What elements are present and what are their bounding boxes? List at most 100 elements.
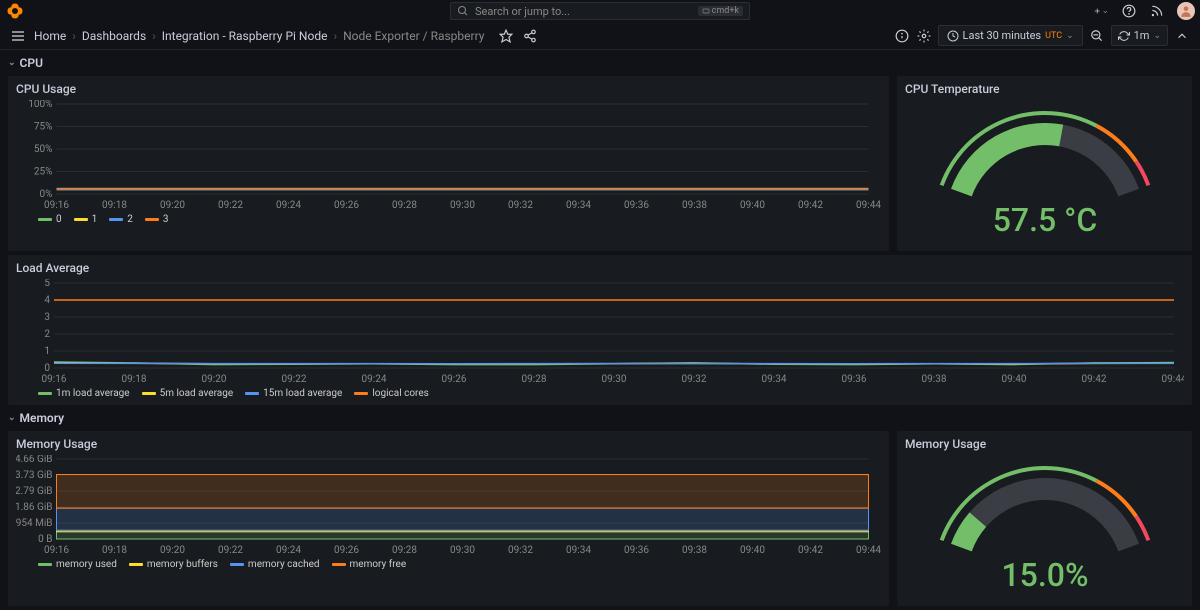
breadcrumb: Home›Dashboards›Integration - Raspberry … — [34, 29, 484, 43]
svg-text:0: 0 — [44, 363, 50, 374]
cpu-temp-gauge[interactable]: 57.5 °C — [915, 103, 1175, 243]
section-title: Memory — [20, 411, 65, 425]
refresh-picker[interactable]: 1m ⌄ — [1111, 25, 1168, 46]
settings-icon[interactable] — [916, 28, 932, 44]
svg-text:09:30: 09:30 — [450, 545, 475, 555]
panel-title: Memory Usage — [905, 437, 1184, 451]
svg-text:09:26: 09:26 — [334, 545, 359, 555]
load-average-legend: 1m load average 5m load average 15m load a… — [16, 384, 1184, 399]
svg-text:50%: 50% — [34, 144, 53, 155]
svg-text:25%: 25% — [34, 167, 53, 178]
svg-text:09:34: 09:34 — [566, 545, 591, 555]
svg-text:09:24: 09:24 — [276, 200, 301, 210]
breadcrumb-item[interactable]: Home — [34, 29, 66, 43]
svg-text:09:18: 09:18 — [102, 200, 127, 210]
legend-item[interactable]: 1 — [74, 214, 98, 225]
time-range-picker[interactable]: Last 30 minutes UTC ⌄ — [938, 25, 1083, 46]
legend-item[interactable]: memory buffers — [129, 559, 218, 570]
breadcrumb-item[interactable]: Dashboards — [82, 29, 146, 43]
svg-text:09:38: 09:38 — [922, 374, 947, 384]
svg-text:09:36: 09:36 — [842, 374, 867, 384]
legend-item[interactable]: memory free — [332, 559, 407, 570]
svg-text:3: 3 — [44, 312, 50, 323]
panel-title: CPU Temperature — [905, 82, 1184, 96]
svg-text:09:32: 09:32 — [682, 374, 707, 384]
svg-text:09:40: 09:40 — [1002, 374, 1027, 384]
svg-text:1.86 GiB: 1.86 GiB — [16, 502, 53, 513]
svg-text:57.5 °C: 57.5 °C — [992, 201, 1097, 239]
load-average-chart[interactable]: 01234509:1609:1809:2009:2209:2409:2609:2… — [16, 279, 1184, 384]
svg-text:1: 1 — [44, 346, 50, 357]
svg-text:09:44: 09:44 — [856, 200, 881, 210]
svg-text:09:42: 09:42 — [798, 545, 823, 555]
legend-item[interactable]: 1m load average — [38, 388, 130, 399]
grafana-logo-icon[interactable] — [5, 1, 25, 21]
menu-icon[interactable] — [10, 28, 26, 44]
legend-item[interactable]: memory cached — [230, 559, 320, 570]
search-kbd: cmd+k — [698, 6, 743, 16]
svg-text:15.0%: 15.0% — [1001, 556, 1088, 594]
svg-text:09:28: 09:28 — [392, 545, 417, 555]
memory-usage-gauge[interactable]: 15.0% — [915, 458, 1175, 598]
panel-title: CPU Usage — [16, 82, 881, 96]
timezone-label: UTC — [1045, 31, 1062, 41]
breadcrumb-item[interactable]: Integration - Raspberry Pi Node — [162, 29, 328, 43]
legend-item[interactable]: 5m load average — [142, 388, 234, 399]
memory-usage-legend: memory used memory buffers memory cached me… — [16, 555, 881, 570]
section-title: CPU — [20, 56, 43, 70]
svg-text:09:24: 09:24 — [276, 545, 301, 555]
svg-text:09:22: 09:22 — [218, 200, 243, 210]
collapse-icon[interactable] — [1174, 28, 1190, 44]
svg-text:09:34: 09:34 — [566, 200, 591, 210]
memory-usage-chart[interactable]: 0 B954 MiB1.86 GiB2.79 GiB3.73 GiB4.66 G… — [16, 455, 881, 555]
panel-title: Memory Usage — [16, 437, 881, 451]
svg-text:2.79 GiB: 2.79 GiB — [16, 486, 53, 497]
svg-text:09:36: 09:36 — [624, 545, 649, 555]
legend-item[interactable]: 15m load average — [245, 388, 342, 399]
svg-text:09:30: 09:30 — [450, 200, 475, 210]
search-input[interactable]: Search or jump to... cmd+k — [450, 2, 750, 20]
star-icon[interactable] — [498, 28, 514, 44]
svg-text:09:42: 09:42 — [1082, 374, 1107, 384]
svg-text:3.73 GiB: 3.73 GiB — [16, 470, 53, 481]
svg-text:09:20: 09:20 — [202, 374, 227, 384]
legend-item[interactable]: memory used — [38, 559, 117, 570]
svg-text:4.66 GiB: 4.66 GiB — [16, 455, 53, 465]
svg-text:09:40: 09:40 — [740, 200, 765, 210]
svg-text:09:44: 09:44 — [1162, 374, 1184, 384]
cpu-usage-chart[interactable]: 0%25%50%75%100%09:1609:1809:2009:2209:24… — [16, 100, 881, 210]
svg-text:09:28: 09:28 — [392, 200, 417, 210]
svg-text:09:40: 09:40 — [740, 545, 765, 555]
svg-text:09:42: 09:42 — [798, 200, 823, 210]
svg-text:09:18: 09:18 — [122, 374, 147, 384]
svg-text:09:22: 09:22 — [282, 374, 307, 384]
time-range-label: Last 30 minutes — [963, 29, 1042, 42]
nav-bar: Home›Dashboards›Integration - Raspberry … — [0, 22, 1200, 50]
top-bar: Search or jump to... cmd+k ⌄ — [0, 0, 1200, 22]
news-icon[interactable] — [1149, 3, 1165, 19]
svg-text:09:44: 09:44 — [856, 545, 881, 555]
svg-text:09:34: 09:34 — [762, 374, 787, 384]
share-icon[interactable] — [522, 28, 538, 44]
svg-text:09:20: 09:20 — [160, 200, 185, 210]
legend-item[interactable]: logical cores — [354, 388, 428, 399]
breadcrumb-item: Node Exporter / Raspberry — [343, 29, 484, 43]
section-header-cpu[interactable]: ⌄ CPU — [8, 54, 1192, 72]
add-icon[interactable]: ⌄ — [1093, 3, 1109, 19]
avatar[interactable] — [1177, 2, 1195, 20]
legend-item[interactable]: 2 — [109, 214, 133, 225]
svg-text:09:26: 09:26 — [334, 200, 359, 210]
refresh-interval: 1m — [1134, 29, 1150, 42]
svg-text:09:30: 09:30 — [602, 374, 627, 384]
legend-item[interactable]: 3 — [145, 214, 169, 225]
zoom-out-icon[interactable] — [1089, 28, 1105, 44]
svg-text:09:24: 09:24 — [362, 374, 387, 384]
help-icon[interactable] — [1121, 3, 1137, 19]
section-header-memory[interactable]: ⌄ Memory — [8, 409, 1192, 427]
svg-text:954 MiB: 954 MiB — [16, 518, 53, 529]
legend-item[interactable]: 0 — [38, 214, 62, 225]
svg-text:4: 4 — [44, 295, 50, 306]
svg-text:09:32: 09:32 — [508, 200, 533, 210]
panel-memory-usage: Memory Usage 0 B954 MiB1.86 GiB2.79 GiB3… — [8, 431, 889, 606]
info-icon[interactable] — [894, 28, 910, 44]
